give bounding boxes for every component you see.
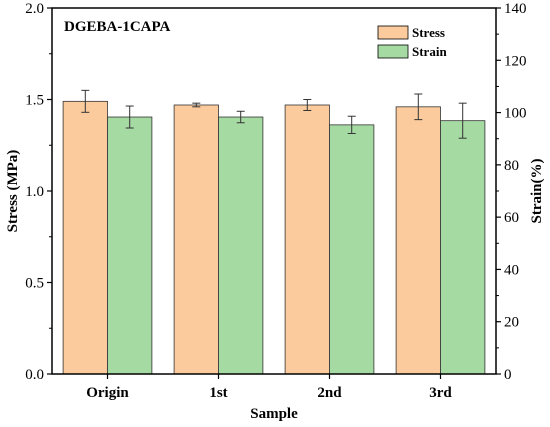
- right-tick-label: 40: [504, 262, 519, 278]
- x-tick-label: 2nd: [317, 385, 342, 401]
- left-tick-label: 1.0: [25, 184, 44, 200]
- x-axis-title: Sample: [250, 406, 298, 422]
- error-bar-layer: [81, 89, 467, 139]
- right-tick-label: 140: [504, 1, 527, 17]
- x-tick-label: 1st: [209, 385, 227, 401]
- bar-layer: [62, 100, 486, 375]
- left-axis: 0.0 0.5 1.0 1.5 2.0: [25, 1, 52, 383]
- x-tick-label: Origin: [86, 385, 129, 401]
- left-tick-label: 2.0: [25, 1, 44, 17]
- panel-annotation: DGEBA-1CAPA: [64, 19, 171, 35]
- bar-strain-3rd: [440, 120, 486, 375]
- right-tick-label: 120: [504, 53, 527, 69]
- left-tick-label: 0.5: [25, 276, 44, 292]
- right-axis: 0 20 40 60 80 100 120 140: [496, 1, 527, 383]
- legend: Stress Strain: [377, 25, 447, 59]
- right-tick-label: 100: [504, 106, 527, 122]
- bar-stress-1st: [173, 104, 219, 375]
- bar-strain-2nd: [329, 124, 375, 375]
- right-tick-label: 80: [504, 158, 519, 174]
- legend-label-strain: Strain: [412, 44, 447, 59]
- x-tick-label: 3rd: [429, 385, 452, 401]
- bar-strain-origin: [107, 116, 153, 375]
- left-tick-label: 1.5: [25, 93, 44, 109]
- x-axis: Origin 1st 2nd 3rd: [86, 374, 452, 401]
- legend-label-stress: Stress: [412, 25, 445, 40]
- bar-stress-2nd: [284, 104, 330, 375]
- legend-swatch-stress: [377, 25, 409, 40]
- left-axis-title: Stress (MPa): [5, 150, 21, 233]
- right-tick-label: 0: [504, 367, 512, 383]
- right-axis-title: Strain(%): [529, 159, 545, 224]
- bar-stress-origin: [62, 100, 108, 375]
- right-tick-label: 60: [504, 210, 519, 226]
- bar-stress-3rd: [395, 106, 441, 375]
- legend-swatch-strain: [377, 44, 409, 59]
- bar-strain-1st: [218, 116, 264, 375]
- left-tick-label: 0.0: [25, 367, 44, 383]
- right-tick-label: 20: [504, 315, 519, 331]
